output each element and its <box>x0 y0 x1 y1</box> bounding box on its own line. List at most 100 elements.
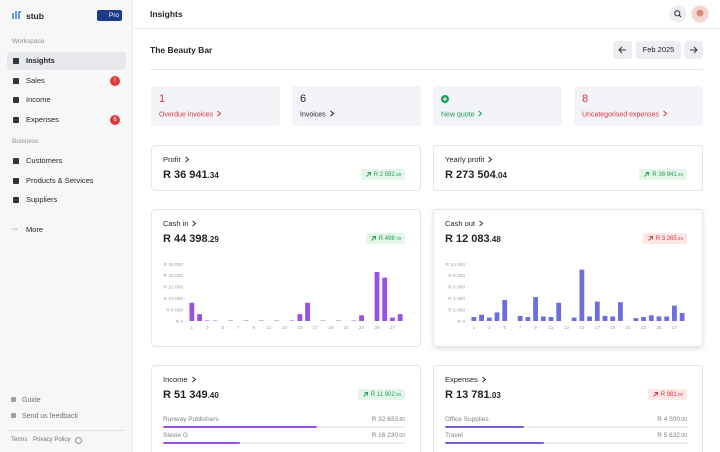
card-title[interactable]: Yearly profit <box>445 155 493 164</box>
period[interactable]: Feb 2025 <box>636 41 681 59</box>
y-tick-label: R 10 000 <box>164 296 184 302</box>
nav-item[interactable]: Income <box>7 91 126 109</box>
bar <box>656 316 662 321</box>
x-tick-label: 21 <box>343 325 349 331</box>
card-title[interactable]: Profit <box>163 155 190 164</box>
y-tick-label: R 0 <box>176 319 184 325</box>
bar <box>390 317 395 321</box>
y-tick-label: R 4 000 <box>448 296 465 302</box>
section-title: Workspace <box>12 38 45 45</box>
bar <box>382 277 388 321</box>
y-tick-label: R 10 000 <box>446 262 466 268</box>
bar <box>297 314 303 321</box>
x-tick-label: 17 <box>595 325 601 331</box>
x-tick-label: 27 <box>390 325 396 331</box>
bar <box>374 271 380 321</box>
chevron <box>663 110 668 117</box>
footer-label: Guide <box>22 397 41 404</box>
card-title[interactable]: Cash in <box>163 219 197 228</box>
bar <box>525 317 531 321</box>
summary-card[interactable]: 1 Overdue invoices <box>151 86 280 126</box>
change-badge: R 498.78 <box>365 233 405 244</box>
card-amount-main: R 273 504 <box>445 169 496 181</box>
x-tick-label: 1 <box>191 325 194 331</box>
footer-icon <box>11 397 16 402</box>
main: Insights The Beauty Bar Feb 2025 1 Overdu… <box>134 0 720 452</box>
nav-icon <box>13 97 19 104</box>
nav-item[interactable]: ··· More <box>7 221 126 239</box>
row-bar <box>163 426 318 428</box>
trend-arrow <box>363 392 368 397</box>
x-tick-label: 17 <box>313 325 319 331</box>
legal-link[interactable]: Terms <box>11 437 28 443</box>
page-title: Insights <box>150 9 183 19</box>
summary-card[interactable]: New quote <box>433 86 562 126</box>
x-tick-label: 11 <box>267 325 272 331</box>
help-icon[interactable] <box>75 437 82 444</box>
x-tick-label: 11 <box>549 325 554 331</box>
row-amount-cents: .00 <box>680 433 687 439</box>
logo <box>12 10 22 19</box>
card-title[interactable]: Income <box>163 375 197 384</box>
chevron-path <box>479 220 484 226</box>
footer-divider <box>8 430 125 431</box>
nav-label: Income <box>26 95 51 105</box>
toolbar-divider <box>150 69 703 70</box>
card-amount: R 44 398.29 <box>163 233 219 245</box>
trend-arrow <box>644 172 650 177</box>
avatar[interactable] <box>691 5 709 23</box>
nav-item[interactable]: Customers <box>7 152 126 170</box>
change-badge-cents: .00 <box>394 392 401 397</box>
x-tick-label: 19 <box>328 325 334 331</box>
nav-item[interactable]: Suppliers <box>7 191 126 209</box>
x-tick-label: 19 <box>610 325 616 331</box>
card-amount-main: R 13 781 <box>445 389 490 401</box>
prev-period[interactable] <box>613 41 632 59</box>
x-tick-label: 27 <box>672 325 678 331</box>
header-divider <box>134 28 720 29</box>
y-tick-label: R 6 000 <box>448 285 465 291</box>
nav-item[interactable]: Sales! <box>7 72 126 90</box>
chevron <box>488 156 493 162</box>
cash-card: R 0 R 5 000 R 10 000 R 15 000 R 20 000 R 25 0… <box>151 209 421 347</box>
chevron-path <box>191 376 196 382</box>
card-title-text: Cash in <box>163 219 189 228</box>
trend-arrow <box>652 392 658 397</box>
footer-link[interactable]: Guide <box>11 397 41 404</box>
card-title[interactable]: Expenses <box>445 375 487 384</box>
summary-card[interactable]: 6 Invoices <box>292 86 421 126</box>
nav-icon <box>13 197 19 204</box>
row-bar <box>163 442 240 444</box>
cash-card: R 0 R 2 000 R 4 000 R 6 000 R 8 000 R 10 000 1… <box>433 209 703 347</box>
card-title[interactable]: Cash out <box>445 219 484 228</box>
x-tick-label: 25 <box>656 325 662 331</box>
trend-arrow-path <box>652 392 658 397</box>
search-button[interactable] <box>669 5 687 23</box>
x-tick-label: 13 <box>282 325 288 331</box>
summary-text: Invoices <box>300 111 326 119</box>
change-badge-cents: .28 <box>394 172 401 177</box>
nav-label: Products & Services <box>26 175 94 185</box>
x-tick-label: 15 <box>579 325 585 331</box>
breakdown-card: Expenses R 13 781.03 R 981.00 Office Suppli… <box>433 365 703 452</box>
nav-icon <box>13 177 19 184</box>
card-amount-main: R 36 941 <box>163 169 208 181</box>
nav-label: Suppliers <box>26 195 58 205</box>
bar <box>533 297 538 321</box>
summary-card[interactable]: 8 Uncategorised expenses <box>574 86 703 126</box>
trend-arrow-path <box>370 236 376 241</box>
summary-label: Uncategorised expenses <box>582 110 668 119</box>
bar <box>648 315 654 321</box>
next-period[interactable] <box>684 41 703 59</box>
card-title-text: Expenses <box>445 375 478 384</box>
legal-link[interactable]: Privacy Policy <box>33 437 71 443</box>
nav-item[interactable]: Expenses 6 <box>7 111 126 129</box>
change-badge: R 36 941.34 <box>639 169 687 180</box>
chevron-path <box>184 156 189 162</box>
plan-badge[interactable]: Pro <box>97 10 122 21</box>
row-name: Office Supplies <box>445 416 489 423</box>
nav-item[interactable]: Products & Services <box>7 172 126 190</box>
footer-link[interactable]: Send us feedback <box>11 413 78 420</box>
nav-item[interactable]: Insights <box>7 52 126 70</box>
